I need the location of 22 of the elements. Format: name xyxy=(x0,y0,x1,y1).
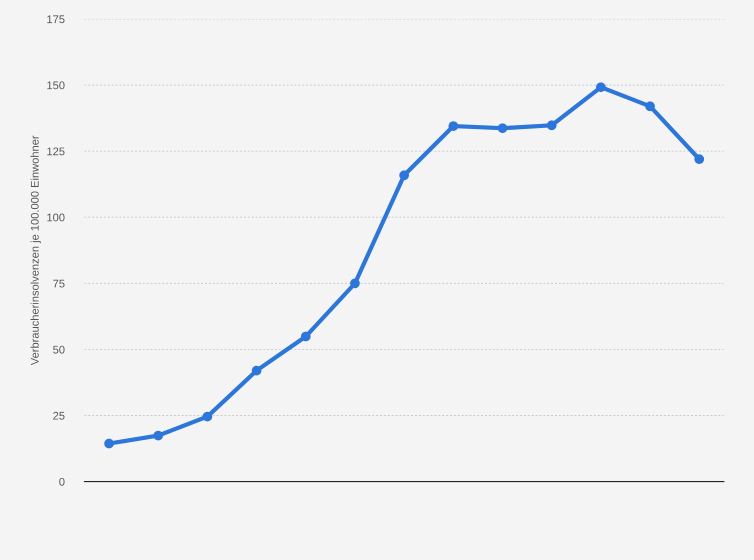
point xyxy=(546,120,557,130)
point xyxy=(202,412,212,422)
y-tick-label: 50 xyxy=(53,346,65,354)
y-tick-label: 75 xyxy=(53,280,65,288)
point xyxy=(399,170,410,180)
point xyxy=(694,154,704,164)
y-tick-label: 175 xyxy=(47,15,65,24)
y-tick-label: 0 xyxy=(59,478,65,486)
point xyxy=(350,278,360,288)
point xyxy=(104,438,114,448)
point xyxy=(448,121,458,131)
y-tick-label: 100 xyxy=(47,214,65,222)
y-tick-label: 25 xyxy=(53,412,65,420)
point xyxy=(300,332,311,342)
point xyxy=(252,366,262,376)
point xyxy=(596,82,606,92)
point xyxy=(645,101,655,112)
point xyxy=(498,123,508,134)
point xyxy=(153,430,164,440)
y-axis-title: Verbraucherinsolvenzen je 100.000 Einwohner xyxy=(30,136,41,366)
y-tick-label: 150 xyxy=(47,81,65,90)
y-tick-label: 125 xyxy=(47,147,65,156)
